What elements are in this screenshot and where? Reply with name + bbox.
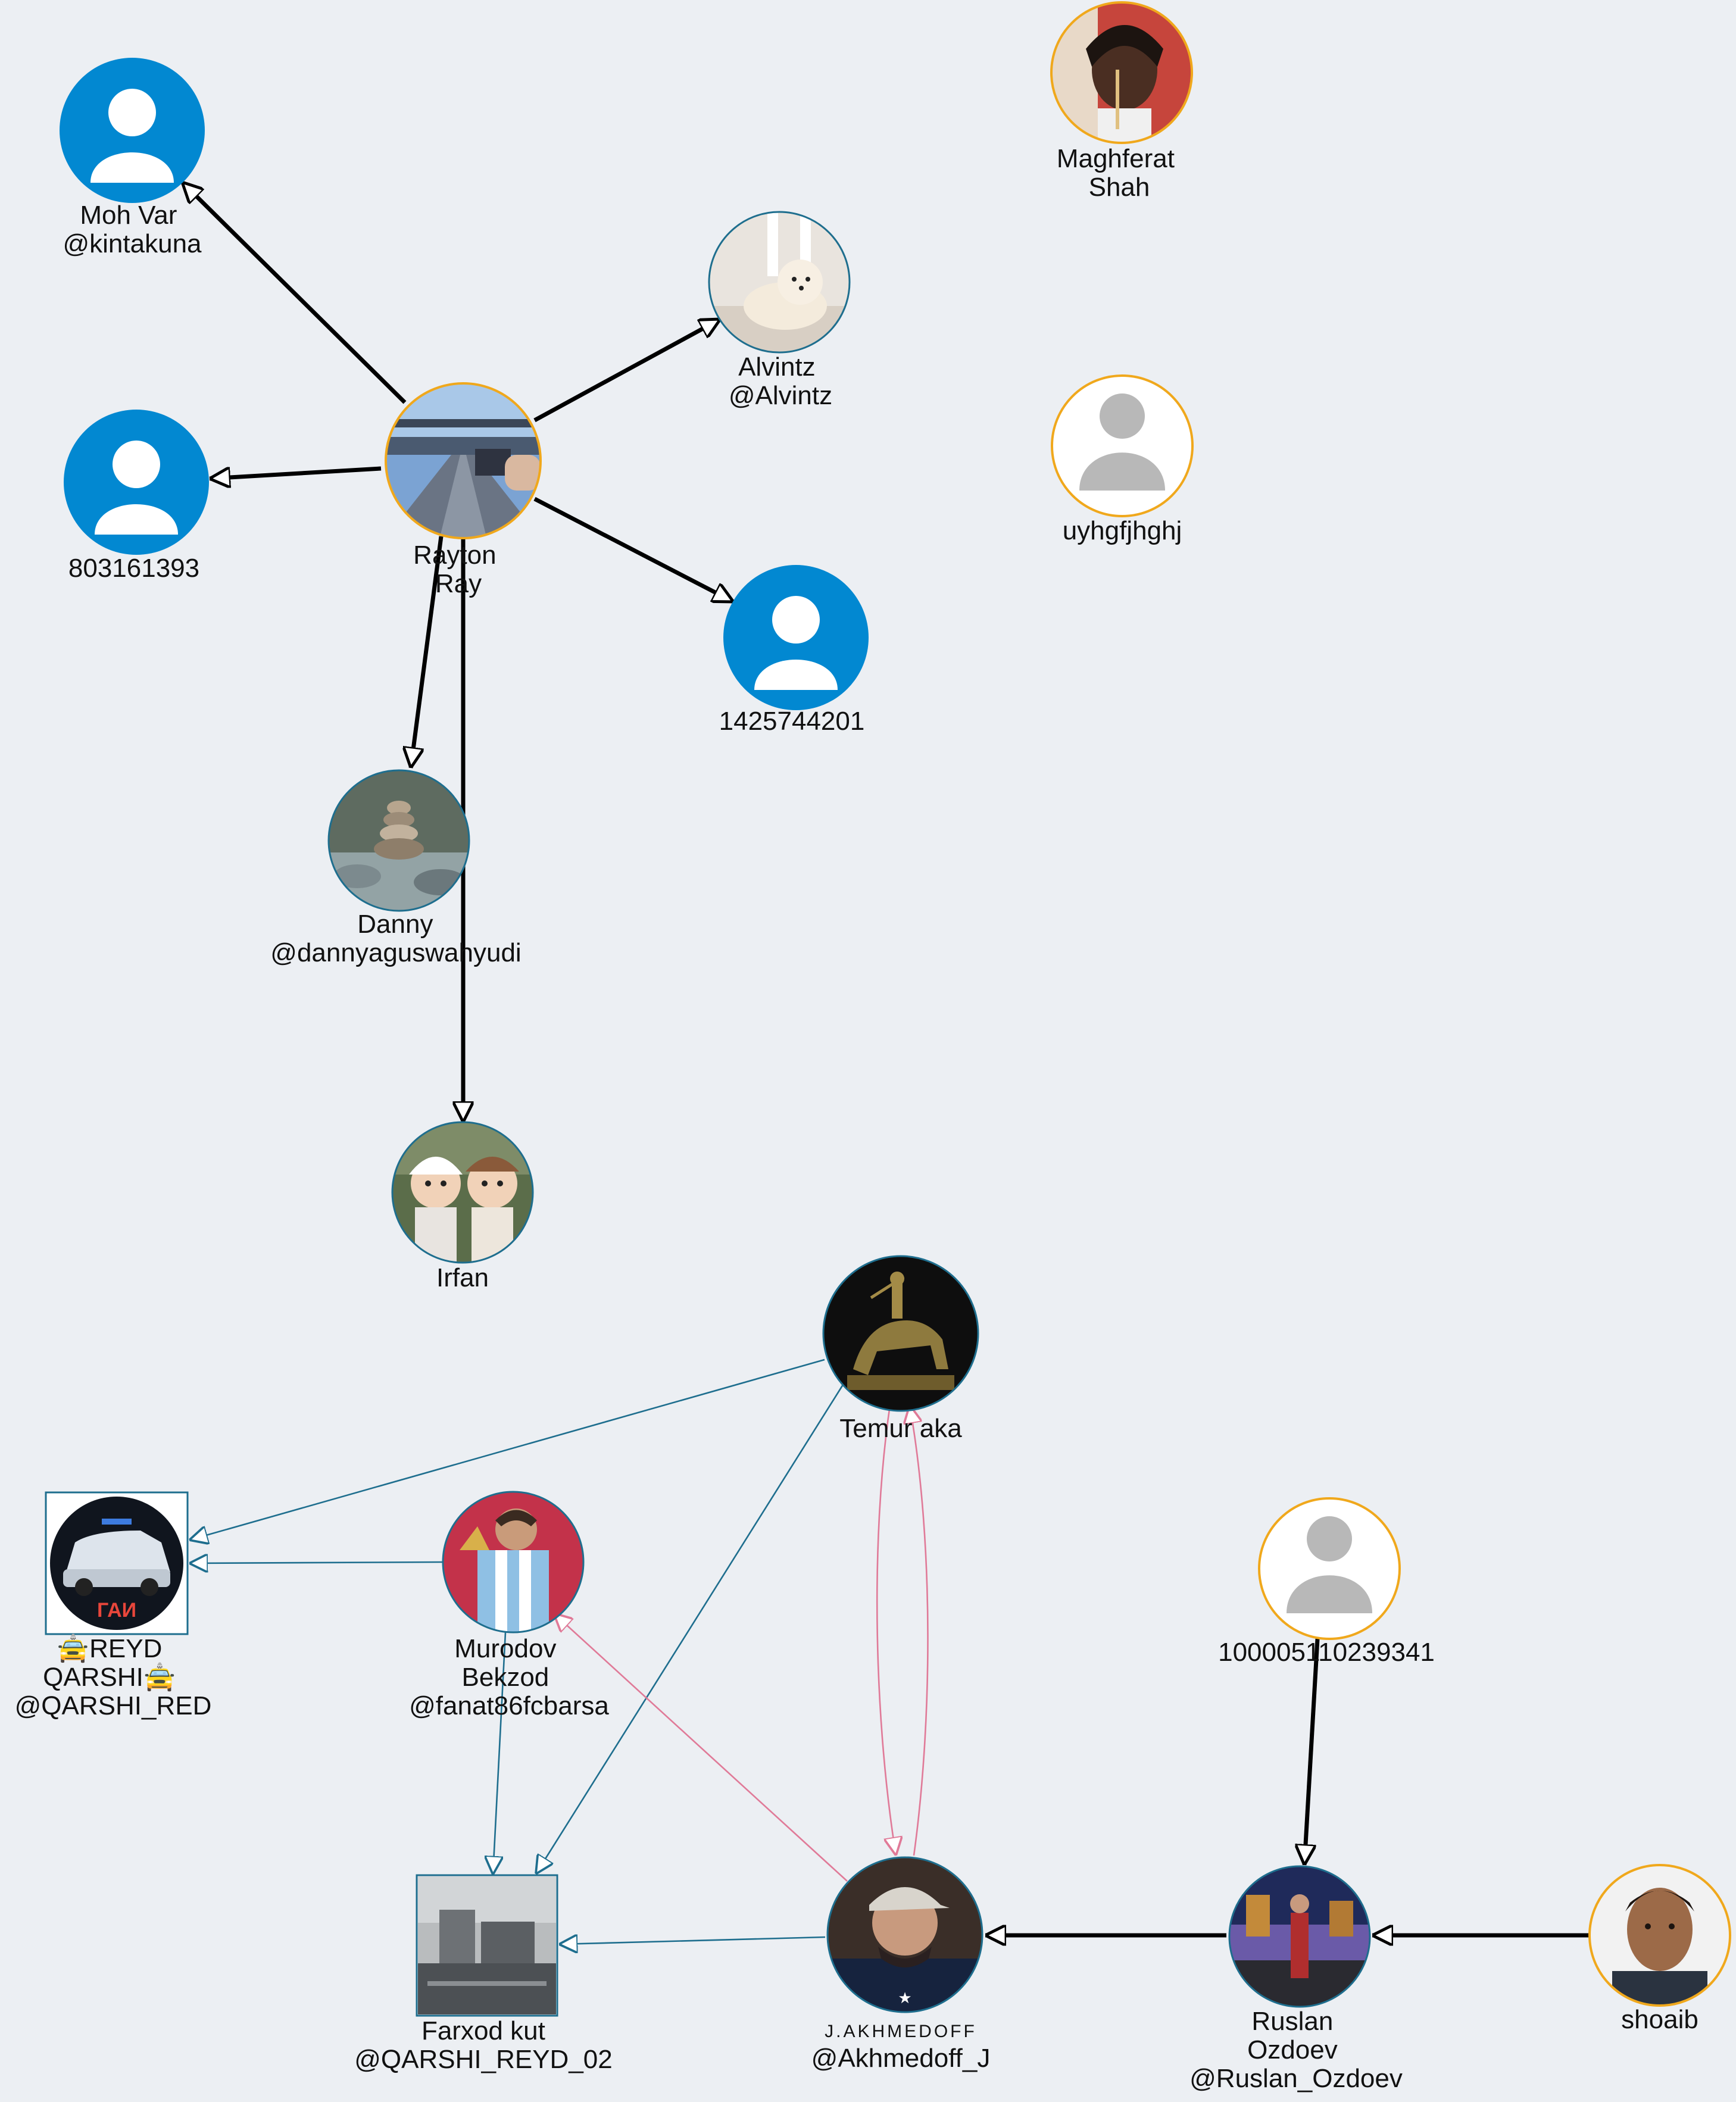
node-1425744201[interactable] (723, 565, 869, 710)
edge-rayton-to-alvintz (533, 317, 720, 423)
node-ruslan-ozdoev[interactable] (1228, 1865, 1371, 2008)
avatar-photo-man (1590, 1866, 1729, 2005)
node-label: 🚖REYD QARSHI🚖 @QARSHI_RED (15, 1633, 212, 1720)
node-label: 1425744201 (719, 707, 865, 736)
svg-text:★: ★ (898, 1989, 911, 2007)
svg-text:ГАИ: ГАИ (97, 1599, 136, 1622)
node-shoaib[interactable] (1588, 1864, 1731, 2007)
edge-n1000-to-ruslan (1304, 1638, 1320, 1865)
node-akhmedoff[interactable]: ★ (826, 1856, 983, 2013)
edge-akhmedoff-to-murodov (554, 1613, 848, 1882)
edge-temur-to-reyd (189, 1358, 825, 1540)
node-farxod-kut[interactable] (416, 1874, 558, 2017)
node-label: @Akhmedoff_J (811, 2044, 991, 2073)
node-maghferat-shah[interactable] (1050, 1, 1193, 150)
edge-temur-to-akhmedoff (876, 1404, 896, 1856)
node-label: Maghferat Shah (1057, 144, 1182, 202)
edge-rayton-to-danny (411, 536, 444, 768)
person-icon (95, 441, 178, 535)
node-label: Alvintz @Alvintz (729, 352, 832, 410)
edge-rayton-to-n803 (210, 466, 382, 479)
node-rayton-ray[interactable] (385, 382, 542, 539)
node-label: 100005110239341 (1218, 1638, 1435, 1667)
node-danny[interactable] (327, 769, 470, 912)
person-icon (1079, 393, 1165, 491)
node-803161393[interactable] (64, 410, 209, 555)
edge-murodov-to-farxod (493, 1632, 507, 1875)
node-label: uyhgfjhghj (1063, 516, 1182, 545)
edge-temur-to-farxod (536, 1384, 844, 1874)
node-moh-var[interactable] (60, 58, 205, 203)
edge-murodov-to-reyd (189, 1562, 444, 1563)
node-label: shoaib (1621, 2005, 1698, 2034)
node-label: Rayton Ray (413, 541, 504, 598)
person-icon (1287, 1516, 1372, 1613)
node-100005110239341[interactable] (1258, 1497, 1401, 1640)
node-label: Moh Var @kintakuna (63, 201, 202, 258)
avatar-photo-car-logo: ГАИ (50, 1497, 183, 1630)
node-label: Ruslan Ozdoev @Ruslan_Ozdoev (1189, 2007, 1403, 2093)
edge-akhmedoff-to-temur (910, 1405, 929, 1856)
node-label: Danny @dannyaguswahyudi (270, 910, 521, 967)
node-label: Farxod kut @QARSHI_REYD_02 (354, 2016, 613, 2074)
node-murodov-bekzod[interactable] (442, 1491, 585, 1633)
node-label: Murodov Bekzod @fanat86fcbarsa (409, 1634, 609, 1720)
node-label: 803161393 (68, 554, 199, 583)
avatar-photo-city (418, 1876, 556, 2014)
person-icon (90, 89, 174, 183)
node-label: Temur aka (839, 1414, 962, 1443)
edge-akhmedoff-to-farxod (559, 1937, 826, 1944)
node-label: Irfan (436, 1263, 489, 1292)
node-irfan[interactable] (391, 1121, 534, 1264)
avatar-photo-statue (823, 1256, 978, 1411)
edge-rayton-to-mohvar (182, 182, 407, 404)
avatar-photo-woman (1052, 3, 1191, 142)
node-reyd-qarshi[interactable]: ГАИ (45, 1491, 189, 1635)
node-temur-aka[interactable] (822, 1255, 979, 1412)
avatar-photo-stones (329, 771, 469, 910)
node-alvintz[interactable] (708, 211, 851, 354)
avatar-overlay-text: J.AKHMEDOFF (825, 2022, 977, 2041)
person-icon (754, 596, 838, 690)
avatar-photo-football (444, 1492, 583, 1632)
avatar-photo-man-cap: ★ (828, 1857, 982, 2012)
edge-rayton-to-n1425 (533, 496, 733, 604)
node-uyhgfjhghj[interactable] (1051, 374, 1194, 517)
